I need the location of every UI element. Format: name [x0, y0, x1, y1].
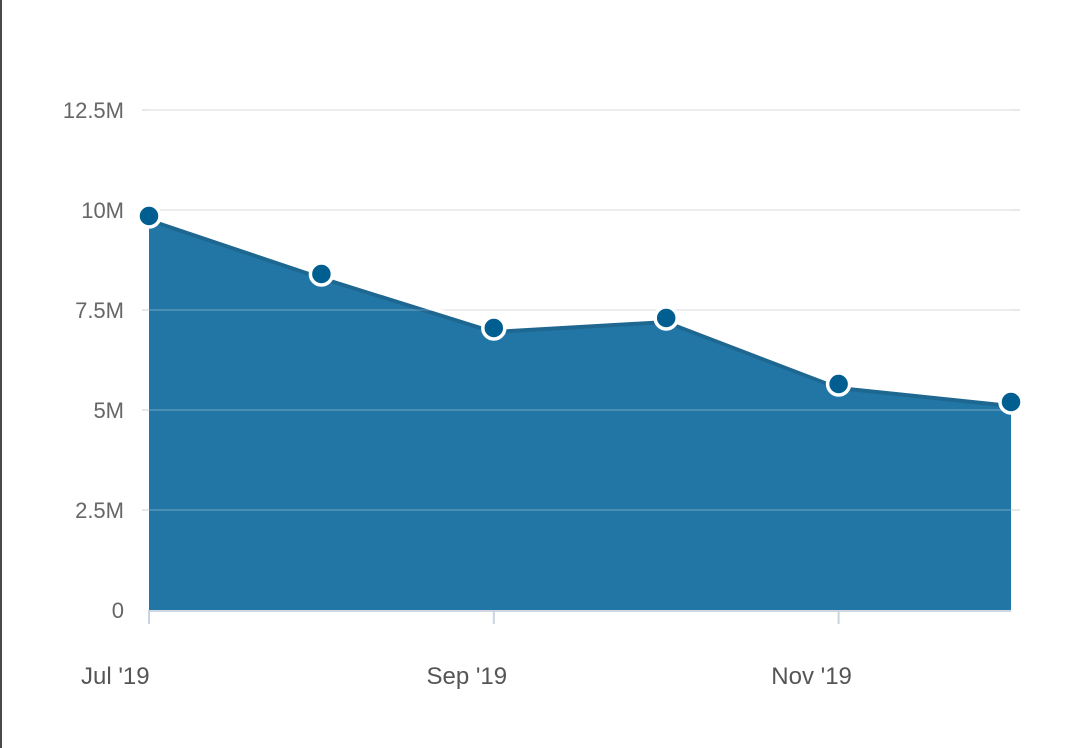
data-point-2[interactable]: [481, 315, 507, 341]
series-line-layer: [148, 214, 1012, 408]
x-axis-labels: Jul '19 Sep '19 Nov '19: [81, 663, 852, 690]
left-border: [0, 0, 2, 748]
y-axis-labels: 0 2.5M 5M 7.5M 10M 12.5M: [63, 98, 124, 623]
series-line-shadow: [148, 216, 1012, 408]
x-tick-label: Jul '19: [81, 663, 150, 690]
series-area: [149, 216, 1011, 610]
y-tick-label: 2.5M: [75, 498, 124, 523]
data-point-1[interactable]: [308, 261, 335, 287]
series-line: [148, 214, 1012, 404]
x-axis: [148, 610, 1011, 624]
y-tick-label: 10M: [81, 198, 124, 223]
y-tick-label: 5M: [93, 398, 124, 423]
data-point-5[interactable]: [998, 389, 1024, 415]
y-tick-label: 7.5M: [75, 298, 124, 323]
data-points[interactable]: [136, 203, 1024, 415]
x-tick-label: Sep '19: [426, 663, 507, 690]
data-point-0[interactable]: [136, 203, 162, 229]
data-point-3[interactable]: [653, 305, 679, 331]
x-tick-label: Nov '19: [771, 663, 852, 690]
y-tick-label: 0: [112, 598, 124, 623]
data-point-4[interactable]: [825, 371, 852, 397]
area-layer: [149, 216, 1011, 610]
y-tick-label: 12.5M: [63, 98, 124, 123]
inner-grid-lines: [149, 109, 1011, 511]
